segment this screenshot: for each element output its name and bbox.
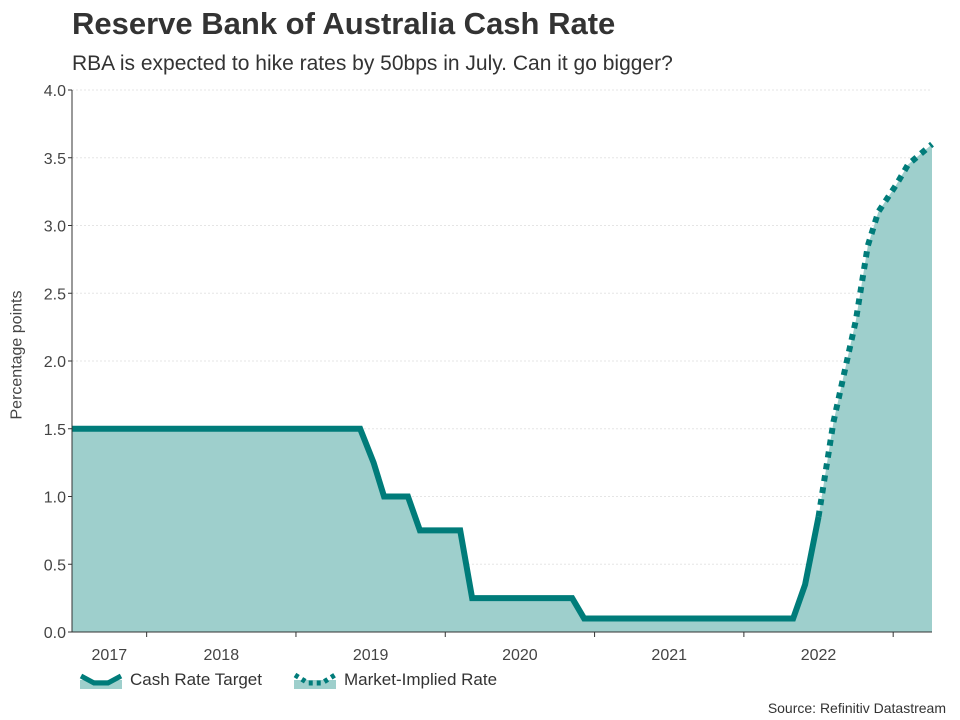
x-tick-label: 2021 [651,647,687,664]
y-tick-label: 0.0 [44,625,66,642]
axes [68,89,932,637]
x-tick-label: 2020 [502,647,538,664]
legend-label-market-implied-rate: Market-Implied Rate [343,670,498,689]
legend: Cash Rate Target Market-Implied Rate [78,670,527,690]
source-note: Source: Refinitiv Datastream [767,700,946,716]
y-tick-label: 2.5 [44,286,66,303]
area-fill [72,144,932,632]
legend-label-cash-rate-target: Cash Rate Target [130,670,262,689]
series-line-cash-rate-target [72,425,822,622]
y-tick-label: 1.0 [44,490,66,507]
legend-item-cash-rate-target[interactable]: Cash Rate Target [78,670,262,690]
y-tick-label: 4.0 [44,83,66,100]
y-tick-label: 0.5 [44,557,66,574]
series-lines [72,141,934,622]
y-tick-label: 3.5 [44,151,66,168]
tick-labels: 0.0 0.5 1.0 1.5 2.0 2.5 3.0 3.5 4.0 2017 2018 2019 2… [44,83,837,664]
x-tick-label: 2019 [353,647,389,664]
chart-subtitle: RBA is expected to hike rates by 50bps i… [72,52,673,75]
y-tick-label: 2.0 [44,354,66,371]
solid-line-legend-icon [79,673,123,689]
x-tick-label: 2017 [92,647,128,664]
y-tick-label: 3.0 [44,219,66,236]
series-line-market-implied-rate [815,141,934,518]
area-fill-shape [72,144,932,632]
x-tick-label: 2018 [204,647,240,664]
y-tick-label: 1.5 [44,422,66,439]
dotted-line-legend-icon [293,672,337,689]
chart-title: Reserve Bank of Australia Cash Rate [72,6,616,41]
legend-item-market-implied-rate[interactable]: Market-Implied Rate [292,670,497,690]
x-tick-label: 2022 [801,647,837,664]
